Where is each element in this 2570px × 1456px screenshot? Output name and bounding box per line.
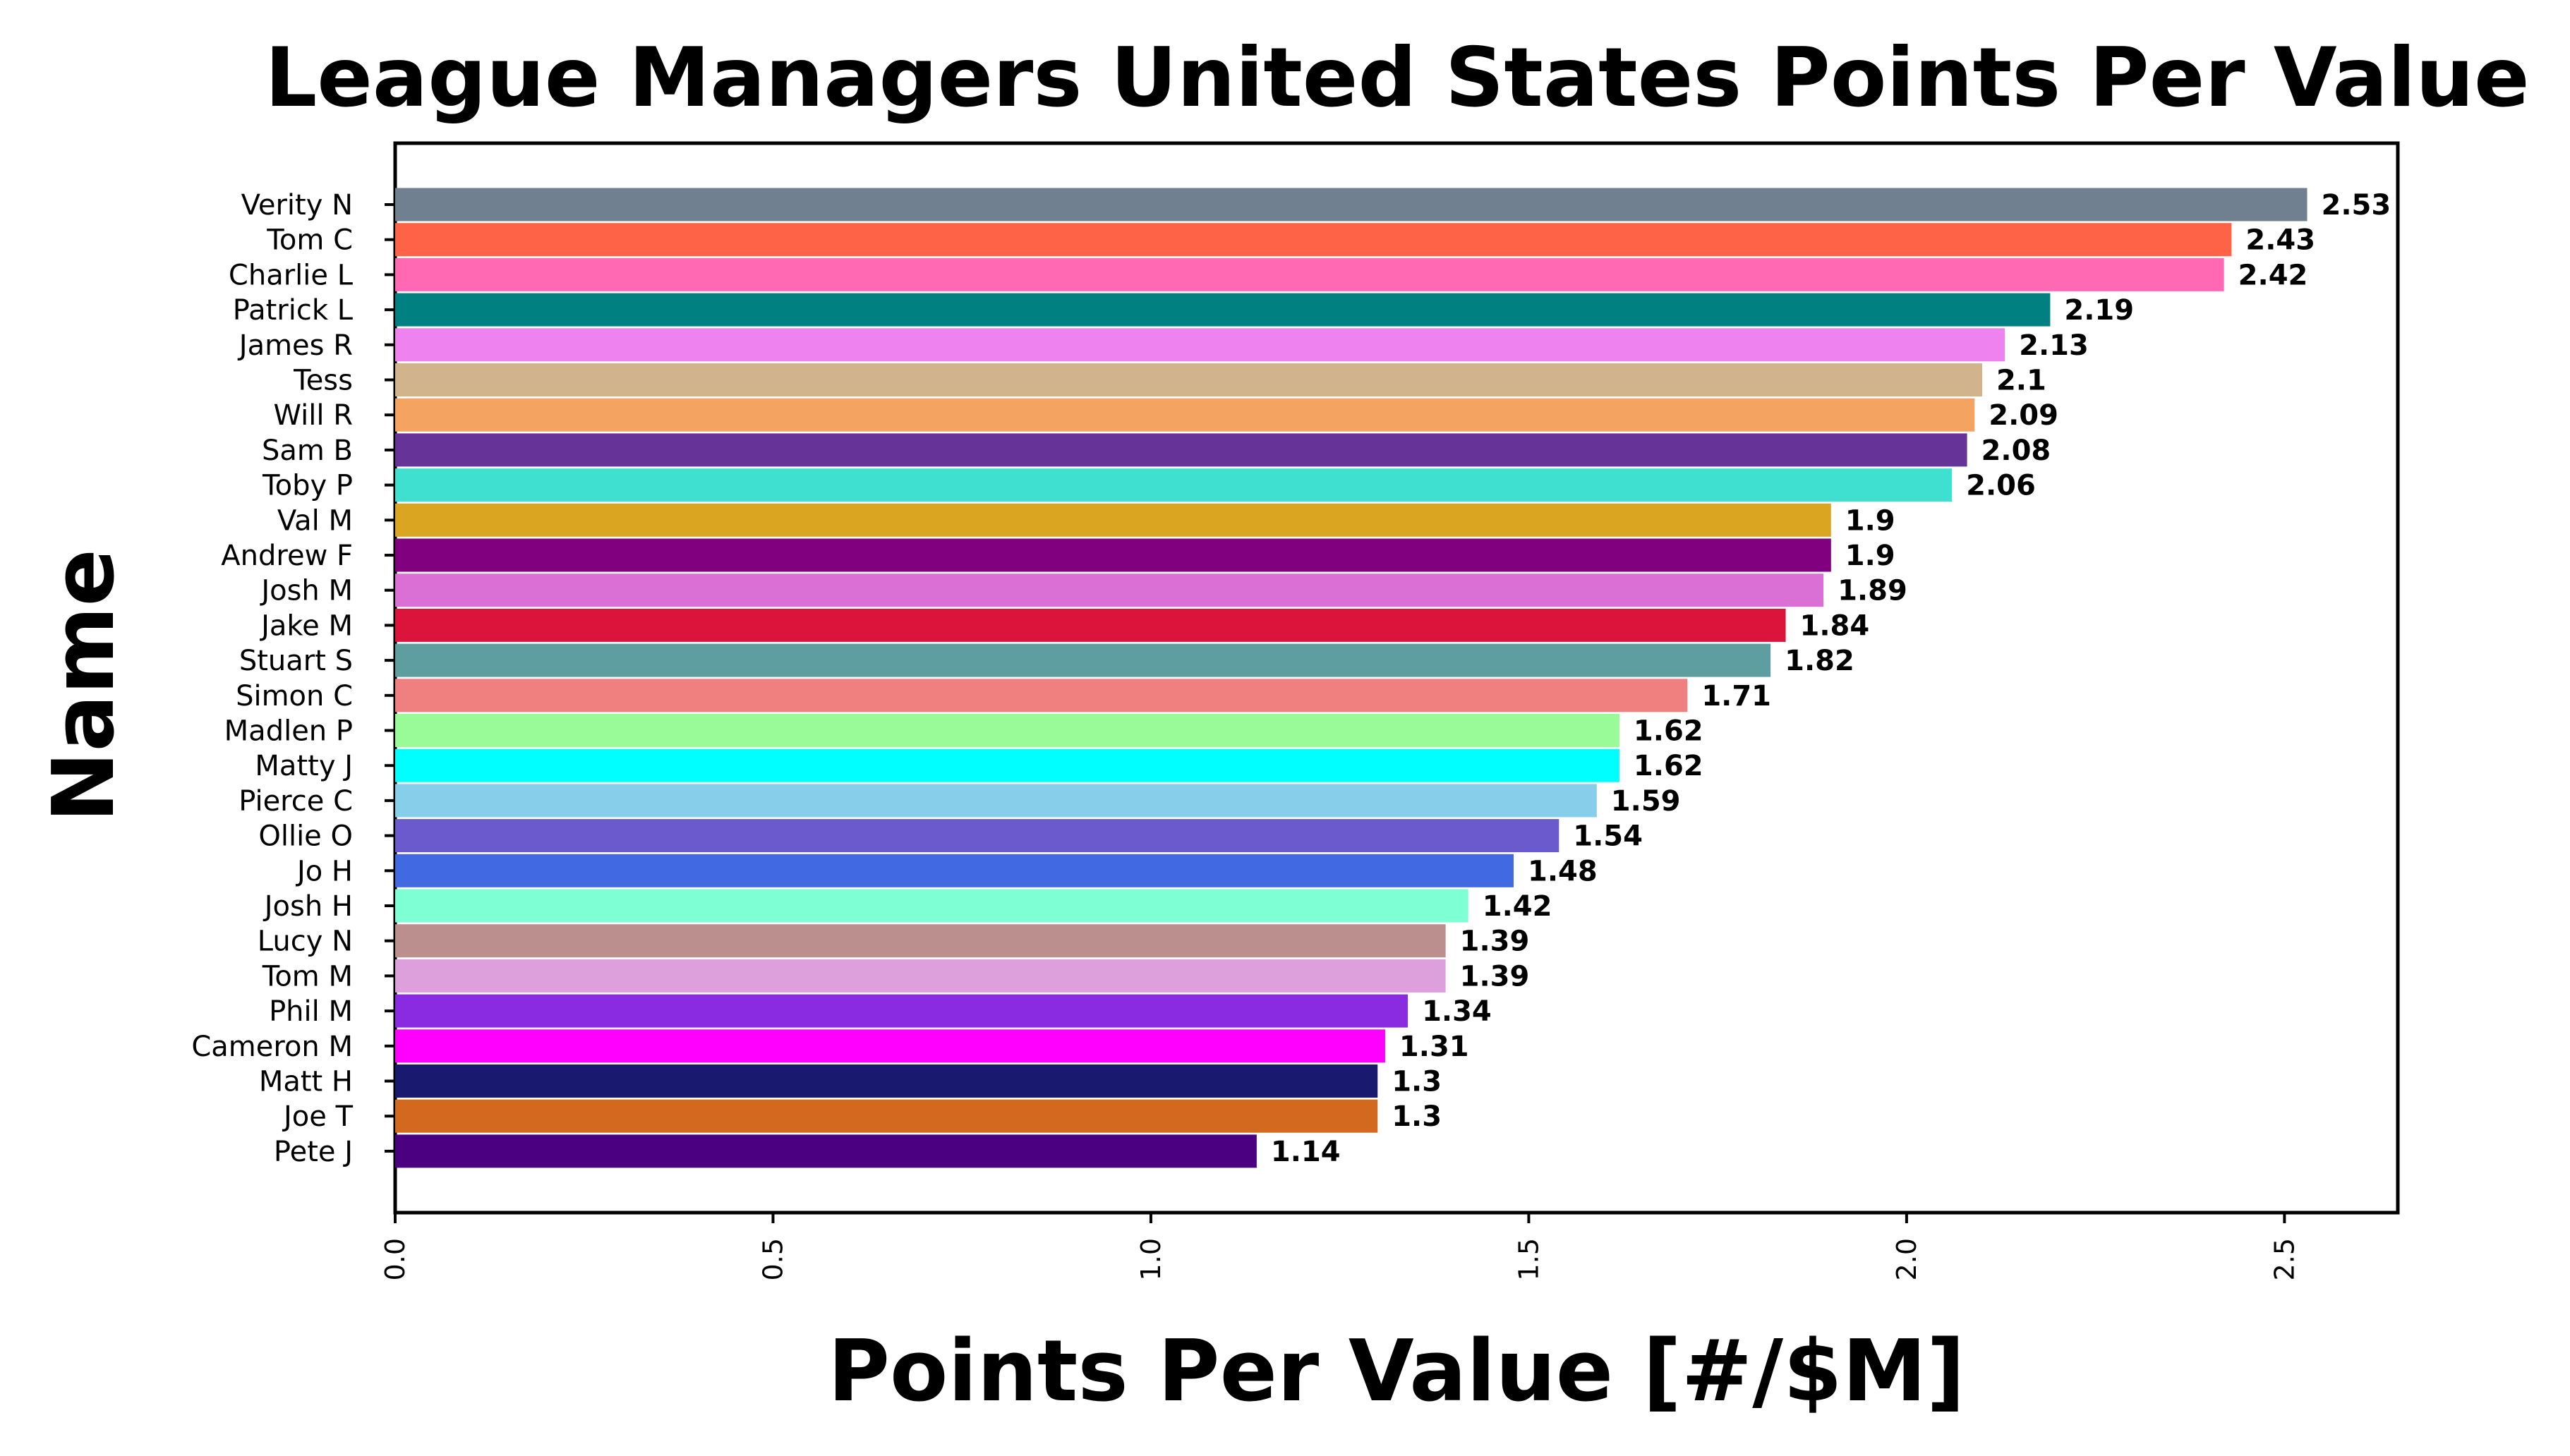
plot-frame — [393, 141, 2400, 1215]
bar-value-label: 1.14 — [1271, 1136, 1341, 1168]
y-tick-label: Sam B — [262, 435, 353, 467]
bar — [395, 748, 1619, 782]
y-tick-label: Ollie O — [258, 820, 353, 853]
bar-value-label: 2.19 — [2064, 294, 2134, 327]
y-tick-label: Cameron M — [191, 1031, 353, 1063]
bar — [395, 188, 2307, 222]
bar-value-label: 1.31 — [1399, 1031, 1469, 1063]
y-tick-label: Charlie L — [229, 259, 354, 291]
bar — [395, 679, 1688, 712]
y-tick-label: Simon C — [236, 680, 353, 712]
bar — [395, 924, 1446, 958]
bar-value-label: 2.06 — [1966, 470, 2036, 502]
bar — [395, 468, 1953, 502]
bar — [395, 538, 1831, 572]
bar-value-label: 2.42 — [2238, 259, 2308, 291]
y-tick-label: Val M — [277, 504, 353, 537]
bar-value-label: 1.34 — [1422, 995, 1492, 1028]
bar — [395, 363, 1982, 396]
y-tick-label: Josh M — [259, 575, 353, 607]
y-tick-label: Tom M — [262, 960, 353, 993]
bar — [395, 889, 1468, 923]
bar — [395, 959, 1446, 993]
x-tick-label: 0.0 — [380, 1238, 411, 1280]
y-tick-label: Phil M — [269, 995, 353, 1028]
bar — [395, 1029, 1385, 1063]
bar-value-label: 1.42 — [1483, 890, 1552, 923]
bar — [395, 819, 1560, 853]
bar-value-label: 1.62 — [1634, 715, 1703, 748]
bar-value-label: 1.84 — [1800, 609, 1870, 642]
bar-value-label: 2.43 — [2245, 224, 2315, 257]
chart-title: League Managers United States Points Per… — [265, 30, 2529, 126]
bar-value-label: 1.3 — [1392, 1100, 1442, 1133]
bar-value-label: 1.9 — [1845, 504, 1895, 537]
bar — [395, 1064, 1378, 1098]
bar — [395, 398, 1975, 432]
bar — [395, 223, 2232, 257]
bar — [395, 257, 2224, 291]
x-tick-label: 1.0 — [1135, 1238, 1166, 1280]
bar-value-label: 1.71 — [1701, 680, 1771, 712]
y-tick-label: Tess — [293, 365, 353, 397]
x-tick-label: 0.5 — [757, 1238, 788, 1280]
y-tick-label: Verity N — [241, 189, 353, 222]
bar-value-label: 2.09 — [1989, 399, 2058, 432]
bar-value-label: 2.13 — [2019, 329, 2089, 362]
y-tick-label: James R — [237, 329, 353, 362]
x-axis-title: Points Per Value [#/$M] — [828, 1323, 1965, 1421]
y-tick-label: Madlen P — [224, 715, 353, 748]
y-tick-label: Patrick L — [233, 294, 354, 327]
x-axis: 0.0 0.5 1.0 1.5 2.0 2.5 — [380, 1213, 2300, 1280]
bar — [395, 994, 1408, 1028]
bar — [395, 714, 1619, 747]
y-tick-label: Jo H — [295, 855, 353, 887]
x-tick-label: 1.5 — [1513, 1238, 1544, 1280]
y-tick-label: Stuart S — [239, 645, 353, 677]
bar — [395, 854, 1514, 887]
bar-value-label: 1.39 — [1460, 926, 1530, 958]
bar — [395, 643, 1771, 677]
y-tick-label: Andrew F — [221, 540, 353, 572]
bar — [395, 608, 1786, 642]
y-axis-title: Name — [35, 549, 133, 823]
y-tick-label: Tom C — [266, 224, 353, 257]
bar-value-label: 1.54 — [1573, 820, 1643, 853]
bar-value-label: 1.82 — [1785, 645, 1854, 677]
y-tick-label: Lucy N — [258, 926, 353, 958]
bar — [395, 293, 2051, 327]
y-tick-label: Will R — [273, 399, 353, 432]
bar-value-label: 2.1 — [1996, 365, 2046, 397]
bar — [395, 1099, 1378, 1133]
bar — [395, 328, 2005, 362]
y-tick-label: Joe T — [282, 1100, 354, 1133]
bar — [395, 1134, 1257, 1168]
bar-value-label: 1.48 — [1528, 855, 1598, 887]
bar-value-label: 2.08 — [1981, 435, 2051, 467]
bar-value-label: 1.62 — [1634, 750, 1703, 782]
bar — [395, 784, 1597, 818]
bar — [395, 574, 1824, 607]
y-tick-label: Pete J — [274, 1136, 353, 1168]
bar-value-label: 2.53 — [2321, 189, 2391, 222]
x-tick-label: 2.5 — [2269, 1238, 2300, 1280]
x-tick-label: 2.0 — [1891, 1238, 1922, 1280]
bar-value-label: 1.59 — [1611, 785, 1681, 818]
bar — [395, 433, 1967, 467]
bar-value-label: 1.3 — [1392, 1066, 1442, 1098]
y-tick-label: Matt H — [259, 1066, 353, 1098]
y-tick-label: Matty J — [255, 750, 353, 782]
y-tick-label: Pierce C — [239, 785, 353, 818]
bar-value-label: 1.39 — [1460, 960, 1530, 993]
y-tick-label: Jake M — [259, 609, 353, 642]
y-tick-label: Josh H — [263, 890, 353, 923]
bar — [395, 503, 1831, 537]
bar-value-label: 1.89 — [1838, 575, 1907, 607]
bars-layer: 2.532.432.422.192.132.12.092.082.061.91.… — [395, 188, 2391, 1168]
bar-value-label: 1.9 — [1845, 540, 1895, 572]
y-tick-label: Toby P — [262, 470, 353, 502]
